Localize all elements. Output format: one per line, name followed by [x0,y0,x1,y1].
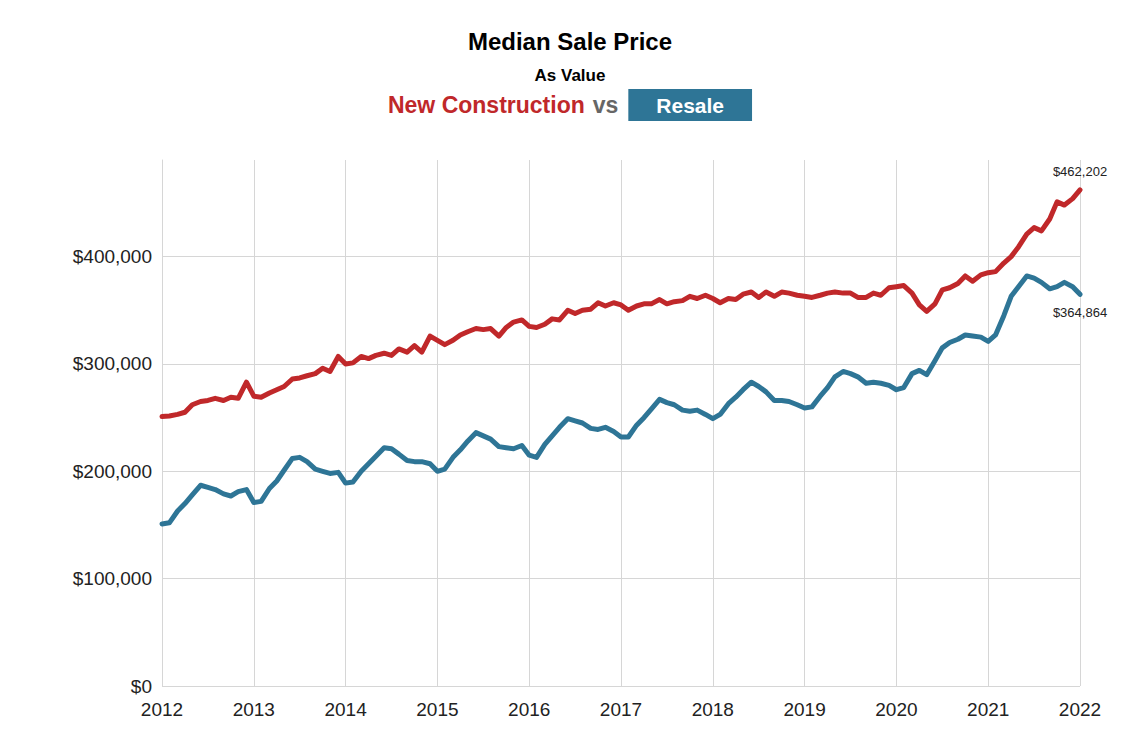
svg-text:vs: vs [593,92,619,118]
svg-text:$100,000: $100,000 [73,568,152,589]
svg-text:$0: $0 [131,676,152,697]
svg-text:2018: 2018 [692,699,734,720]
svg-text:$400,000: $400,000 [73,246,152,267]
svg-text:2022: 2022 [1059,699,1101,720]
svg-text:2020: 2020 [875,699,917,720]
svg-text:New Construction: New Construction [388,92,585,118]
svg-text:As Value: As Value [535,66,606,85]
svg-text:2014: 2014 [324,699,367,720]
svg-text:Resale: Resale [656,94,724,117]
svg-text:2012: 2012 [141,699,183,720]
svg-text:2021: 2021 [967,699,1009,720]
svg-text:$300,000: $300,000 [73,353,152,374]
svg-text:$462,202: $462,202 [1053,164,1107,179]
svg-text:2015: 2015 [416,699,458,720]
svg-text:2013: 2013 [233,699,275,720]
svg-text:2017: 2017 [600,699,642,720]
svg-text:Median Sale Price: Median Sale Price [468,28,672,55]
svg-text:$200,000: $200,000 [73,461,152,482]
svg-text:2016: 2016 [508,699,550,720]
svg-text:2019: 2019 [783,699,825,720]
svg-text:$364,864: $364,864 [1053,305,1107,320]
